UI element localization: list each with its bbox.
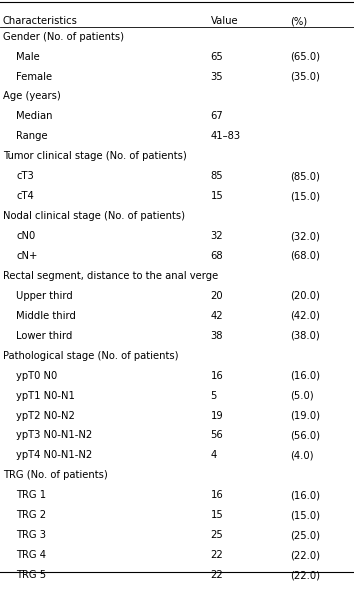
Text: Pathological stage (No. of patients): Pathological stage (No. of patients) — [3, 351, 178, 361]
Text: (22.0): (22.0) — [290, 550, 320, 560]
Text: 85: 85 — [211, 171, 223, 181]
Text: 15: 15 — [211, 510, 223, 520]
Text: (25.0): (25.0) — [290, 530, 320, 540]
Text: 15: 15 — [211, 191, 223, 201]
Text: 68: 68 — [211, 251, 223, 261]
Text: (20.0): (20.0) — [290, 291, 320, 301]
Text: (16.0): (16.0) — [290, 490, 320, 500]
Text: 25: 25 — [211, 530, 223, 540]
Text: 22: 22 — [211, 550, 223, 560]
Text: 67: 67 — [211, 111, 223, 122]
Text: (5.0): (5.0) — [290, 390, 314, 401]
Text: 16: 16 — [211, 490, 223, 500]
Text: (42.0): (42.0) — [290, 311, 320, 321]
Text: ypT1 N0-N1: ypT1 N0-N1 — [16, 390, 75, 401]
Text: Upper third: Upper third — [16, 291, 73, 301]
Text: TRG 3: TRG 3 — [16, 530, 46, 540]
Text: (56.0): (56.0) — [290, 430, 320, 440]
Text: (19.0): (19.0) — [290, 410, 320, 421]
Text: Middle third: Middle third — [16, 311, 76, 321]
Text: cN+: cN+ — [16, 251, 38, 261]
Text: Range: Range — [16, 131, 48, 141]
Text: Gender (No. of patients): Gender (No. of patients) — [3, 32, 124, 41]
Text: (%): (%) — [290, 16, 307, 26]
Text: (35.0): (35.0) — [290, 72, 320, 81]
Text: Nodal clinical stage (No. of patients): Nodal clinical stage (No. of patients) — [3, 211, 185, 221]
Text: Tumor clinical stage (No. of patients): Tumor clinical stage (No. of patients) — [3, 151, 187, 161]
Text: (22.0): (22.0) — [290, 570, 320, 580]
Text: Male: Male — [16, 52, 40, 61]
Text: 42: 42 — [211, 311, 223, 321]
Text: ypT3 N0-N1-N2: ypT3 N0-N1-N2 — [16, 430, 92, 440]
Text: 5: 5 — [211, 390, 217, 401]
Text: Rectal segment, distance to the anal verge: Rectal segment, distance to the anal ver… — [3, 271, 218, 281]
Text: 16: 16 — [211, 371, 223, 381]
Text: TRG 2: TRG 2 — [16, 510, 46, 520]
Text: Value: Value — [211, 16, 238, 26]
Text: 19: 19 — [211, 410, 223, 421]
Text: (15.0): (15.0) — [290, 510, 320, 520]
Text: TRG (No. of patients): TRG (No. of patients) — [3, 471, 108, 480]
Text: (38.0): (38.0) — [290, 331, 320, 340]
Text: cT3: cT3 — [16, 171, 34, 181]
Text: (16.0): (16.0) — [290, 371, 320, 381]
Text: (65.0): (65.0) — [290, 52, 320, 61]
Text: Characteristics: Characteristics — [3, 16, 78, 26]
Text: Lower third: Lower third — [16, 331, 73, 340]
Text: (85.0): (85.0) — [290, 171, 320, 181]
Text: TRG 1: TRG 1 — [16, 490, 46, 500]
Text: ypT2 N0-N2: ypT2 N0-N2 — [16, 410, 75, 421]
Text: 20: 20 — [211, 291, 223, 301]
Text: (68.0): (68.0) — [290, 251, 320, 261]
Text: cN0: cN0 — [16, 231, 35, 241]
Text: (32.0): (32.0) — [290, 231, 320, 241]
Text: 22: 22 — [211, 570, 223, 580]
Text: TRG 5: TRG 5 — [16, 570, 46, 580]
Text: ypT4 N0-N1-N2: ypT4 N0-N1-N2 — [16, 451, 92, 460]
Text: (4.0): (4.0) — [290, 451, 314, 460]
Text: TRG 4: TRG 4 — [16, 550, 46, 560]
Text: Female: Female — [16, 72, 52, 81]
Text: (15.0): (15.0) — [290, 191, 320, 201]
Text: 4: 4 — [211, 451, 217, 460]
Text: 32: 32 — [211, 231, 223, 241]
Text: cT4: cT4 — [16, 191, 34, 201]
Text: ypT0 N0: ypT0 N0 — [16, 371, 58, 381]
Text: 41–83: 41–83 — [211, 131, 241, 141]
Text: 65: 65 — [211, 52, 223, 61]
Text: 38: 38 — [211, 331, 223, 340]
Text: 35: 35 — [211, 72, 223, 81]
Text: Age (years): Age (years) — [3, 91, 61, 102]
Text: 56: 56 — [211, 430, 223, 440]
Text: Median: Median — [16, 111, 53, 122]
